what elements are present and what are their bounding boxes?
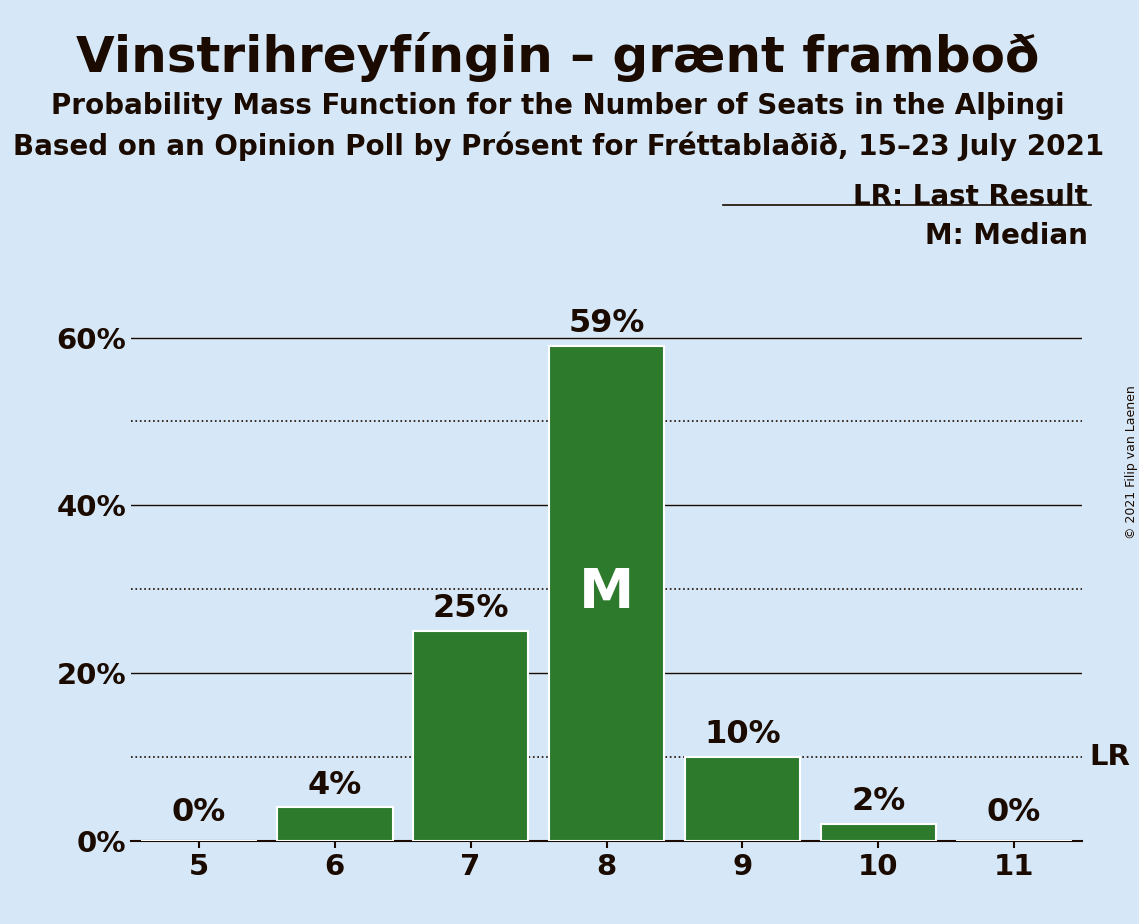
Text: LR: LR [1089,743,1130,771]
Text: 25%: 25% [433,593,509,625]
Bar [413,631,528,841]
Text: © 2021 Filip van Laenen: © 2021 Filip van Laenen [1124,385,1138,539]
Text: 10%: 10% [704,719,780,750]
Text: Probability Mass Function for the Number of Seats in the Alþingi: Probability Mass Function for the Number… [51,92,1065,120]
Text: 2%: 2% [851,786,906,818]
Text: 0%: 0% [988,797,1041,828]
Bar [549,346,664,841]
Text: 0%: 0% [172,797,226,828]
Text: M: Median: M: Median [925,222,1088,249]
Text: 59%: 59% [568,309,645,339]
Bar [685,757,800,841]
Text: LR: Last Result: LR: Last Result [853,183,1088,211]
Text: M: M [579,566,634,620]
Text: Vinstrihreyfíngin – grænt framboð: Vinstrihreyfíngin – grænt framboð [76,32,1040,82]
Bar [277,808,393,841]
Text: 4%: 4% [308,770,362,800]
Bar [820,824,936,841]
Text: Based on an Opinion Poll by Prósent for Fréttablaðið, 15–23 July 2021: Based on an Opinion Poll by Prósent for … [13,131,1104,161]
